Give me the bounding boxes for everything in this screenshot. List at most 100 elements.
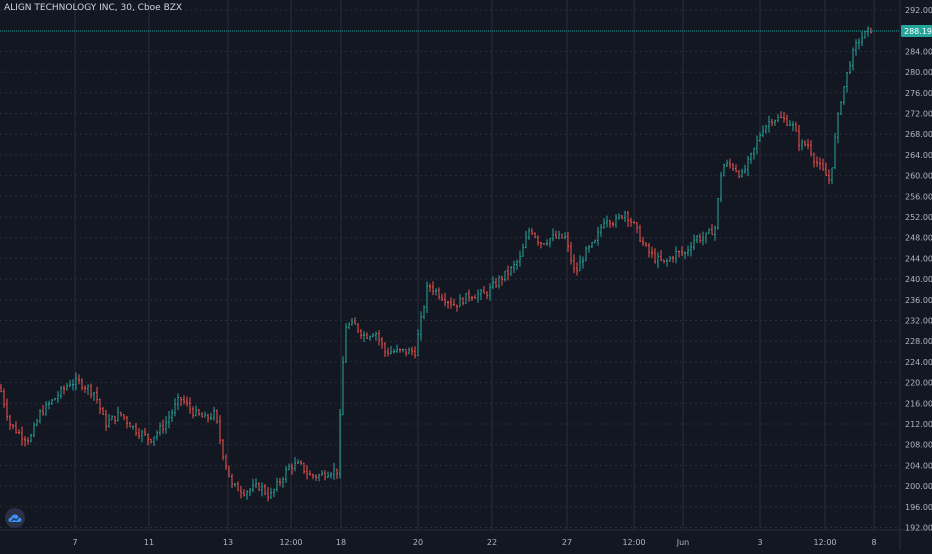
ohlc-bar [144,427,146,437]
ohlc-bar [270,487,272,500]
ohlc-bar [18,429,20,435]
time-tick-label: 11 [144,538,154,547]
ohlc-bar [396,344,398,353]
ohlc-bar [684,251,686,259]
ohlc-bar [762,125,764,137]
ohlc-bar [432,281,434,296]
ohlc-bar [783,111,785,123]
ohlc-bar [867,26,869,37]
ohlc-bar [663,259,665,264]
ohlc-bar [117,406,119,422]
ohlc-bar [582,256,584,269]
ohlc-bar [57,391,59,403]
price-tick-label: 248.00 [905,234,932,243]
ohlc-bars [0,26,872,502]
ohlc-bar [702,231,704,246]
ohlc-bar [3,388,5,408]
price-line-overlay: 288.19 [0,25,932,37]
ohlc-bar [828,169,830,185]
ohlc-bar [756,135,758,155]
ohlc-bar [390,346,392,355]
ohlc-bar [714,225,716,241]
ohlc-bar [123,414,125,421]
ohlc-bar [672,255,674,263]
ohlc-bar [159,422,161,436]
ohlc-bar [132,425,134,430]
ohlc-bar [753,147,755,160]
ohlc-bar [447,300,449,309]
ohlc-bar [339,409,341,479]
ohlc-bar [261,482,263,497]
ohlc-bar [51,399,53,405]
time-tick-label: 8 [871,538,876,547]
time-tick-label: 12:00 [813,538,836,547]
ohlc-bar [480,288,482,301]
price-tick-label: 280.00 [905,68,932,77]
ohlc-bar [723,163,725,177]
ohlc-bar [402,348,404,353]
ohlc-bar [537,235,539,246]
ohlc-bar [204,411,206,418]
ohlc-bar [240,485,242,499]
price-tick-label: 200.00 [905,482,932,491]
ohlc-bar [93,392,95,401]
ohlc-bar [222,439,224,461]
ohlc-bar [318,473,320,482]
ohlc-bar [225,454,227,470]
ohlc-bar [363,331,365,342]
ohlc-bar [120,411,122,417]
ohlc-bar [795,121,797,132]
time-tick-label: Jun [676,538,690,547]
ohlc-bar [690,241,692,257]
ohlc-bar [750,152,752,164]
chart-title: ALIGN TECHNOLOGY INC, 30, Cboe BZX [4,3,183,13]
ohlc-bar [732,163,734,171]
ohlc-bar [747,155,749,177]
ohlc-bar [165,416,167,434]
ohlc-bar [801,139,803,151]
ohlc-bar [387,347,389,357]
ohlc-bar [651,246,653,258]
ohlc-bar [201,412,203,418]
ohlc-bar [678,250,680,258]
ohlc-bar [636,222,638,234]
ohlc-bar [639,224,641,243]
ohlc-bar [15,421,17,434]
ohlc-bar [243,489,245,497]
ohlc-bar [198,408,200,416]
ohlc-bar [192,406,194,419]
ohlc-bar [279,478,281,487]
ohlc-bar [255,478,257,489]
ohlc-bar [267,486,269,502]
ohlc-bar [330,471,332,479]
last-price-tag: 288.19 [901,25,932,37]
ohlc-bar [510,266,512,277]
time-axis: 7 11 13 12:00 18 20 22 27 12:00 Jun 3 12:00 8 [72,538,876,547]
ohlc-bar [504,270,506,282]
ohlc-bar [471,295,473,301]
price-tick-label: 264.00 [905,151,932,160]
ohlc-bar [666,258,668,267]
ohlc-bar [744,164,746,174]
ohlc-bar [825,162,827,177]
ohlc-bar [768,115,770,133]
ohlc-bar [606,215,608,228]
ohlc-bar [111,415,113,421]
ohlc-bar [285,466,287,483]
ohlc-bar [507,265,509,281]
ohlc-bar [648,242,650,258]
ohlc-bar [96,386,98,404]
ohlc-bar [324,470,326,481]
ohlc-bar [30,433,32,443]
price-tick-label: 224.00 [905,358,932,367]
time-tick-label: 12:00 [622,538,645,547]
ohlc-bar [75,372,77,391]
ohlc-bar [228,465,230,478]
ohlc-bar [735,164,737,173]
ohlc-bar [483,286,485,294]
ohlc-bar [738,169,740,179]
ohlc-bar [105,409,107,431]
cloud-logo-icon[interactable] [5,508,25,528]
